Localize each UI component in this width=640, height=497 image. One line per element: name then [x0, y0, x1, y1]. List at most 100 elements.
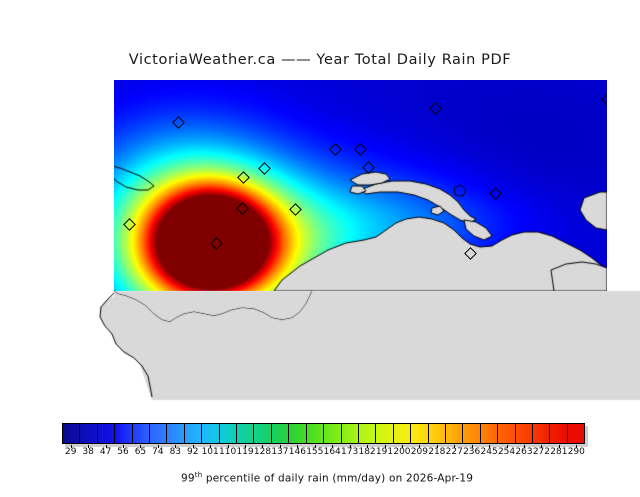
colorbar-cell-155 — [306, 424, 325, 443]
colorbar-cell-164 — [324, 424, 342, 443]
colorbar-label-74: 74 — [152, 447, 164, 457]
colorbar-cell-146 — [289, 424, 307, 443]
weather-map-page: VictoriaWeather.ca —— Year Total Daily R… — [0, 0, 640, 485]
colorbar-tick — [367, 445, 369, 448]
colorbar-label-38: 38 — [82, 447, 94, 457]
colorbar-tick — [245, 445, 247, 448]
colorbar-tick — [192, 445, 194, 448]
map-panel[interactable] — [114, 80, 607, 291]
colorbar-tick — [297, 445, 299, 448]
colorbar-label-272: 272 — [532, 447, 550, 457]
colorbar-cell-191 — [376, 424, 394, 443]
colorbar-label-200: 200 — [393, 447, 411, 457]
colorbar-tick — [401, 445, 403, 448]
colorbar-label-92: 92 — [187, 447, 199, 457]
colorbar-label-173: 173 — [341, 447, 359, 457]
colorbar-tick — [384, 445, 386, 448]
colorbar-cell-137 — [271, 424, 290, 443]
colorbar-cell-119 — [237, 424, 255, 443]
colorbar-tick — [314, 445, 316, 448]
colorbar-tick — [419, 445, 421, 448]
colorbar-label-47: 47 — [99, 447, 112, 457]
colorbar-label-191: 191 — [375, 447, 394, 457]
colorbar-label-146: 146 — [288, 447, 306, 457]
colorbar-cell-101 — [202, 424, 220, 443]
colorbar-label-101: 101 — [201, 447, 219, 457]
colorbar-cell-38 — [80, 424, 98, 443]
colorbar-cell-245 — [480, 424, 499, 443]
colorbar-tick — [262, 445, 264, 448]
colorbar-tick — [279, 445, 281, 448]
colorbar-cell-173 — [341, 424, 359, 443]
colorbar-ticks — [62, 445, 585, 457]
colorbar-label-254: 254 — [497, 447, 516, 457]
colorbar-tick — [576, 445, 578, 448]
colorbar-label-182: 182 — [358, 447, 376, 457]
colorbar-cell-47 — [97, 424, 116, 443]
colorbar-tick — [454, 445, 456, 448]
colorbar-tick — [140, 445, 142, 448]
colorbar-tick — [105, 445, 107, 448]
coastline-land-overlay — [114, 80, 607, 291]
colorbar-tick — [436, 445, 438, 448]
colorbar-label-155: 155 — [306, 447, 324, 457]
colorbar-label-164: 164 — [323, 447, 341, 457]
colorbar-caption: 99th percentile of daily rain (mm/day) o… — [0, 459, 640, 497]
colorbar-cell-281 — [550, 424, 568, 443]
colorbar-label-83: 83 — [169, 447, 182, 457]
colorbar-label-281: 281 — [550, 447, 568, 457]
colorbar-tick — [227, 445, 229, 448]
colorbar-tick — [332, 445, 334, 448]
colorbar-label-290: 290 — [567, 447, 585, 457]
colorbar-label-263: 263 — [515, 447, 533, 457]
colorbar-cell-200 — [393, 424, 412, 443]
colorbar-label-65: 65 — [134, 447, 147, 457]
colorbar-label-29: 29 — [64, 447, 77, 457]
colorbar-cell-65 — [132, 424, 151, 443]
page-title: VictoriaWeather.ca —— Year Total Daily R… — [128, 52, 512, 68]
colorbar-tick — [349, 445, 351, 448]
colorbar-tick — [88, 445, 90, 448]
caption-prefix: 99 — [181, 472, 195, 485]
colorbar-label-218: 218 — [428, 447, 446, 457]
colorbar-tick — [558, 445, 560, 448]
caption-superscript: th — [194, 471, 203, 479]
colorbar-label-245: 245 — [480, 447, 498, 457]
colorbar-label-137: 137 — [271, 447, 289, 457]
colorbar-label-227: 227 — [445, 447, 463, 457]
caption-rest: percentile of daily rain (mm/day) on 202… — [202, 472, 474, 485]
colorbar-cell-83 — [167, 424, 185, 443]
colorbar-tick — [175, 445, 177, 448]
colorbar-cell-74 — [150, 424, 168, 443]
colorbar-label-128: 128 — [253, 447, 272, 457]
colorbar-cell-227 — [445, 424, 464, 443]
colorbar-cell-209 — [411, 424, 429, 443]
colorbar-tick — [471, 445, 473, 448]
colorbar-label-209: 209 — [410, 447, 428, 457]
colorbar-cell-263 — [515, 424, 533, 443]
colorbar-cell-290 — [567, 424, 585, 443]
colorbar-tick — [123, 445, 125, 448]
colorbar-tick — [157, 445, 159, 448]
colorbar-cell-254 — [498, 424, 516, 443]
colorbar-cell-218 — [428, 424, 446, 443]
colorbar-tick — [506, 445, 508, 448]
colorbar-label-56: 56 — [117, 447, 129, 457]
colorbar-cell-110 — [219, 424, 238, 443]
colorbar-label-119: 119 — [236, 447, 254, 457]
colorbar-cells[interactable] — [62, 423, 585, 444]
colorbar-tick-labels: 29 38 47 56 65 74 83 92 101 110 119 128 137 146 155 164… — [62, 447, 585, 460]
colorbar-tick — [541, 445, 543, 448]
colorbar-label-110: 110 — [219, 447, 237, 457]
colorbar-cell-56 — [115, 424, 133, 443]
colorbar-label-236: 236 — [463, 447, 481, 457]
colorbar-cell-92 — [184, 424, 203, 443]
colorbar-tick — [489, 445, 491, 448]
colorbar-cell-128 — [254, 424, 272, 443]
colorbar-cell-236 — [463, 424, 481, 443]
colorbar-tick — [523, 445, 525, 448]
colorbar-tick — [70, 445, 72, 448]
colorbar-cell-272 — [532, 424, 551, 443]
colorbar-cell-182 — [358, 424, 377, 443]
colorbar-tick — [210, 445, 212, 448]
